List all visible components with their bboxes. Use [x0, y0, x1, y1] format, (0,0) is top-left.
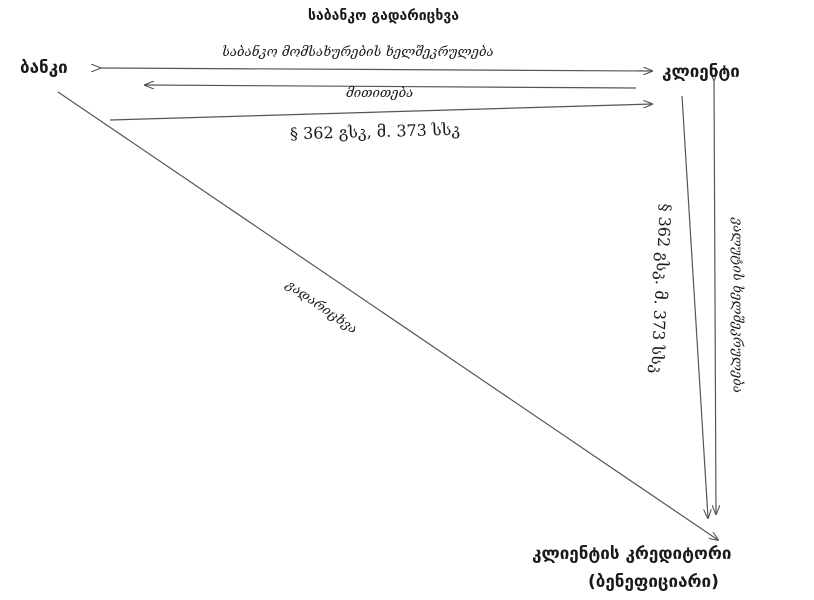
service-agreement-label: საბანკო მომსახურების ხელშეკრულება — [222, 45, 494, 60]
bank-node: ბანკი — [20, 58, 68, 78]
service-agreement-arrow — [100, 68, 652, 71]
bank-client-law-arrow — [109, 104, 652, 121]
client-node: კლიენტი — [662, 62, 740, 82]
client-creditor-law-arrow — [681, 95, 708, 518]
diagram-title: საბანკო გადარიცხვა — [308, 8, 459, 24]
instruction-label: მითითება — [346, 86, 414, 101]
creditor-node: კლიენტის კრედიტორი — [532, 544, 732, 564]
instruction-arrow — [145, 85, 637, 88]
valuta-agreement-label: ვალუტის ხელშეკრულება — [729, 218, 745, 393]
valuta-agreement-arrow — [714, 80, 716, 514]
beneficiary-label: (ბენეფიციარი) — [588, 572, 719, 592]
transfer-arrow — [57, 91, 718, 540]
